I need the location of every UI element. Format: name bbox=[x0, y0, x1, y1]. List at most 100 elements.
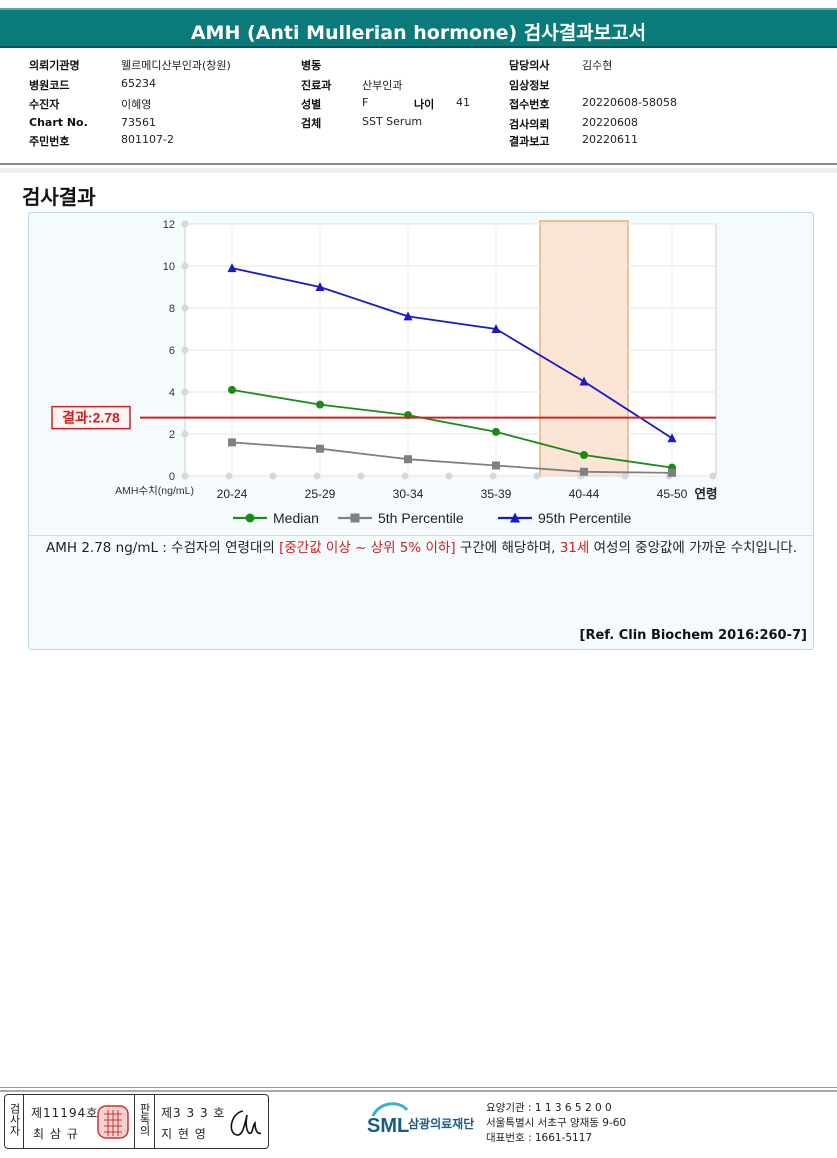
comment-part2: 구간에 해당하며, bbox=[455, 540, 560, 556]
value-specimen: SST Serum bbox=[362, 115, 423, 128]
x-tick-dot bbox=[357, 472, 365, 480]
value-doctor: 김수현 bbox=[582, 59, 613, 72]
label-resident-no: 주민번호 bbox=[29, 135, 70, 148]
y-tick-label: 6 bbox=[169, 345, 175, 357]
footer-divider bbox=[0, 1087, 837, 1088]
point-1-2 bbox=[404, 455, 412, 464]
label-ward: 병동 bbox=[301, 59, 322, 72]
label-specimen: 검체 bbox=[301, 117, 322, 130]
reader-license: 제3 3 3 호 bbox=[161, 1106, 226, 1120]
x-tick-label: 25-29 bbox=[305, 487, 336, 501]
y-tick-dot bbox=[181, 430, 189, 438]
point-2-4 bbox=[579, 376, 589, 386]
x-tick-dot bbox=[445, 472, 453, 480]
care-code: 요양기관 : 1 1 3 6 5 2 0 0 bbox=[486, 1102, 612, 1114]
value-requester: 웰르메디산부인과(창원) bbox=[121, 59, 231, 72]
x-axis-title: 연령 bbox=[694, 486, 717, 501]
point-2-2 bbox=[403, 311, 413, 321]
x-tick-dot bbox=[709, 472, 717, 480]
value-resident-no: 801107-2 bbox=[121, 133, 174, 146]
value-patient: 이혜영 bbox=[121, 98, 152, 111]
label-doctor: 담당의사 bbox=[509, 59, 550, 72]
x-tick-dot bbox=[621, 472, 629, 480]
result-label-box bbox=[51, 405, 131, 430]
reader-label-text: 판독의 bbox=[138, 1103, 151, 1136]
sig-divider bbox=[154, 1095, 155, 1148]
y-tick-dot bbox=[181, 304, 189, 312]
x-tick-dot bbox=[313, 472, 321, 480]
label-report-date: 결과보고 bbox=[509, 135, 550, 148]
y-tick-label: 2 bbox=[169, 429, 175, 441]
label-patient: 수진자 bbox=[29, 98, 60, 111]
x-tick-dot bbox=[269, 472, 277, 480]
amh-chart: 0 2 4 6 8 10 12 20-24 25-29 30-34 35-39 40-44 45-50 A… bbox=[51, 219, 718, 526]
panel-divider bbox=[29, 535, 813, 536]
y-tick-label: 4 bbox=[169, 387, 175, 399]
label-chart-no: Chart No. bbox=[29, 116, 88, 129]
legend-marker-2 bbox=[510, 512, 520, 523]
label-receipt-no: 접수번호 bbox=[509, 98, 550, 111]
comment-part1: AMH 2.78 ng/mL : 수검자의 연령대의 bbox=[46, 540, 280, 556]
label-hospital-code: 병원코드 bbox=[29, 79, 70, 92]
legend-label-0: Median bbox=[273, 510, 319, 526]
x-tick-label: 20-24 bbox=[217, 487, 248, 501]
x-tick-dot bbox=[225, 472, 233, 480]
label-request-date: 검사의뢰 bbox=[509, 118, 550, 131]
series-line-0 bbox=[231, 389, 673, 469]
y-tick-label: 10 bbox=[163, 261, 175, 273]
reader-name: 지 현 영 bbox=[161, 1127, 207, 1141]
y-axis-title: AMH수치(ng/mL) bbox=[115, 485, 194, 497]
point-1-0 bbox=[228, 438, 236, 447]
sig-divider bbox=[23, 1095, 24, 1148]
report-title-bar: AMH (Anti Mullerian hormone) 검사결과보고서 bbox=[0, 8, 837, 48]
point-2-1 bbox=[315, 282, 325, 291]
x-tick-dot bbox=[533, 472, 541, 480]
result-label: 결과:2.78 bbox=[62, 410, 120, 426]
comment-part3: 여성의 중앙값에 가까운 수치입니다. bbox=[589, 540, 798, 556]
org-name: 삼광의료재단 bbox=[408, 1117, 475, 1131]
value-sex: F bbox=[362, 96, 369, 109]
point-1-4 bbox=[580, 467, 588, 476]
y-tick-dot bbox=[181, 220, 189, 228]
sml-logo-icon: SML bbox=[367, 1102, 409, 1137]
tester-seal-icon bbox=[97, 1105, 129, 1139]
value-receipt-no: 20220608-58058 bbox=[582, 96, 677, 109]
y-tick-dot bbox=[181, 262, 189, 270]
x-tick-label: 30-34 bbox=[393, 487, 424, 501]
value-report-date: 20220611 bbox=[582, 133, 638, 146]
value-chart-no: 73561 bbox=[121, 116, 156, 129]
label-age: 나이 bbox=[414, 98, 435, 111]
label-requester: 의뢰기관명 bbox=[29, 59, 80, 72]
point-0-1 bbox=[316, 400, 324, 409]
legend-label-2: 95th Percentile bbox=[538, 510, 632, 526]
section-title: 검사결과 bbox=[22, 185, 96, 209]
series-line-1 bbox=[231, 441, 673, 474]
lab-info: 요양기관 : 1 1 3 6 5 2 0 0 서울특별시 서초구 양재동 9-6… bbox=[486, 1101, 626, 1146]
tester-label: 검사자 bbox=[7, 1103, 21, 1139]
tester-label-text: 검사자 bbox=[8, 1103, 21, 1136]
y-tick-dot bbox=[181, 388, 189, 396]
x-tick-label: 45-50 bbox=[657, 487, 688, 501]
x-tick-dot bbox=[401, 472, 409, 480]
label-clinical-info: 임상정보 bbox=[509, 79, 550, 92]
header-divider bbox=[0, 163, 837, 165]
patient-info: 의뢰기관명 웰르메디산부인과(창원) 병원코드 65234 수진자 이혜영 Ch… bbox=[0, 55, 837, 163]
y-tick-label: 12 bbox=[163, 219, 175, 231]
label-sex: 성별 bbox=[301, 98, 322, 111]
point-2-3 bbox=[491, 324, 501, 333]
sig-divider bbox=[134, 1095, 135, 1148]
value-hospital-code: 65234 bbox=[121, 77, 156, 90]
y-tick-label: 0 bbox=[169, 471, 175, 483]
point-1-1 bbox=[316, 444, 324, 453]
label-department: 진료과 bbox=[301, 79, 332, 92]
lab-phone: 대표번호 : 1661-5117 bbox=[486, 1132, 593, 1144]
x-tick-dot bbox=[489, 472, 497, 480]
y-tick-label: 8 bbox=[169, 303, 175, 315]
tester-license: 제11194호 bbox=[31, 1106, 99, 1120]
report-title: AMH (Anti Mullerian hormone) 검사결과보고서 bbox=[190, 22, 647, 44]
point-2-0 bbox=[227, 263, 237, 273]
point-0-3 bbox=[492, 427, 500, 436]
x-tick-label: 35-39 bbox=[481, 487, 512, 501]
tester-name: 최 삼 규 bbox=[33, 1127, 79, 1141]
header-divider-band bbox=[0, 168, 837, 173]
